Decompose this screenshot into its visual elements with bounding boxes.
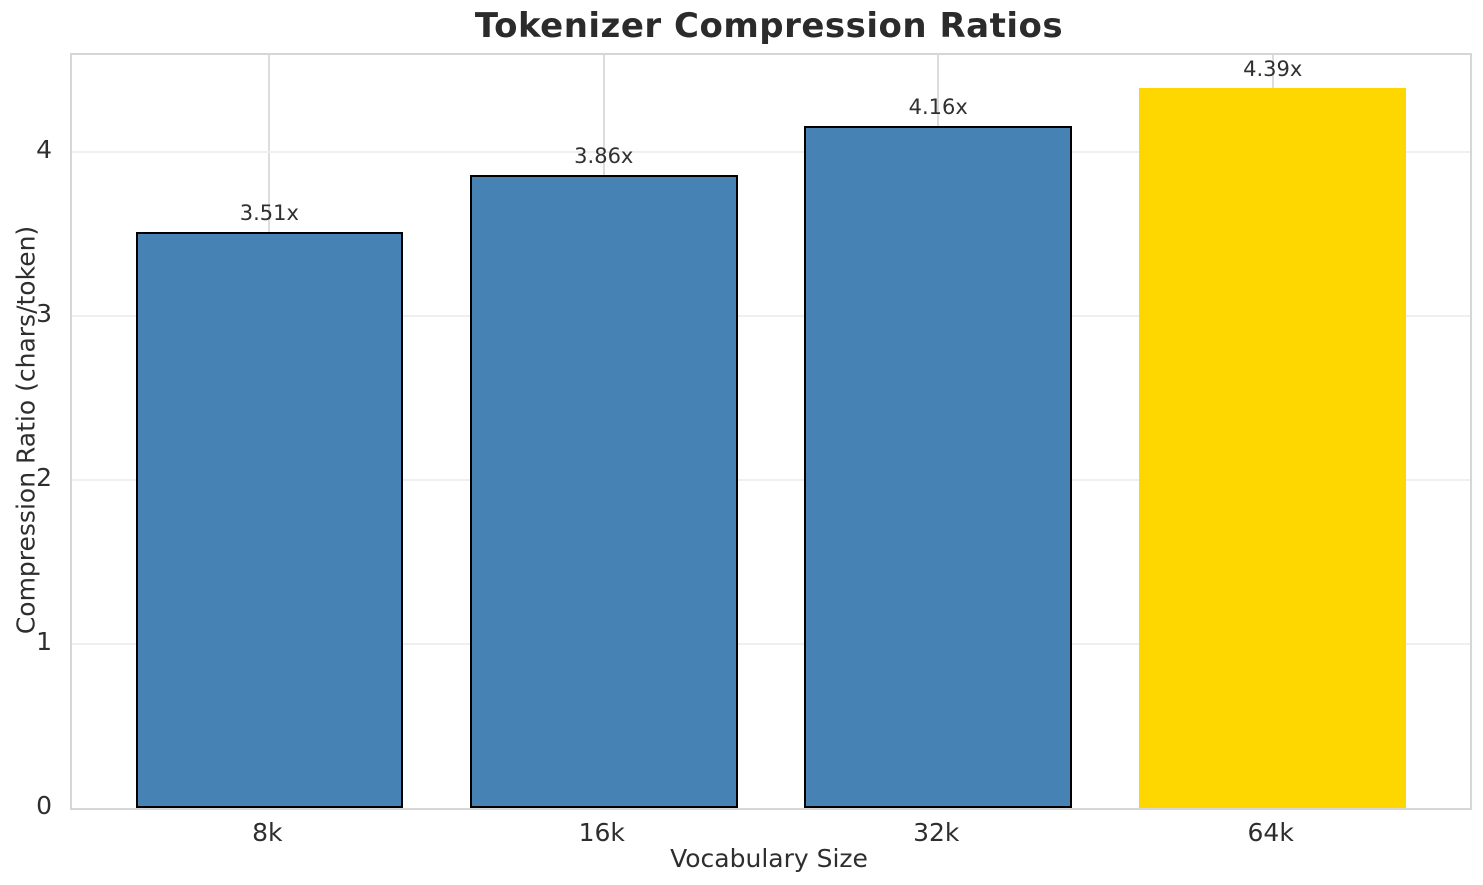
x-tick-label-8k: 8k (252, 818, 283, 847)
horizontal-gridline (72, 478, 1470, 481)
bar-value-label: 4.16x (908, 94, 968, 119)
bar-64k (1138, 87, 1407, 808)
bar-value-label: 3.51x (239, 201, 299, 226)
x-tick-label-64k: 64k (1247, 818, 1294, 847)
y-tick-label: 0 (36, 791, 52, 820)
horizontal-gridline (72, 642, 1470, 645)
horizontal-gridline (72, 150, 1470, 153)
y-tick-label: 1 (36, 626, 52, 656)
chart-title: Tokenizer Compression Ratios (474, 6, 1064, 46)
plot-area: 3.51x 3.86x 4.16x 4.39x (70, 53, 1472, 810)
x-tick-label-16k: 16k (578, 818, 625, 847)
bar-value-label: 4.39x (1243, 56, 1303, 81)
y-axis-label: Compression Ratio (chars/token) (11, 225, 41, 635)
x-axis-label: Vocabulary Size (670, 844, 868, 873)
bar-32k (804, 125, 1072, 808)
y-tick-label: 4 (36, 134, 52, 164)
horizontal-gridline (72, 314, 1470, 317)
y-tick-label: 3 (36, 298, 52, 328)
bar-value-label: 3.86x (574, 143, 634, 168)
bar-8k (135, 232, 404, 808)
y-tick-label: 2 (36, 462, 52, 492)
bar-16k (469, 174, 738, 808)
x-tick-label-32k: 32k (913, 818, 960, 847)
